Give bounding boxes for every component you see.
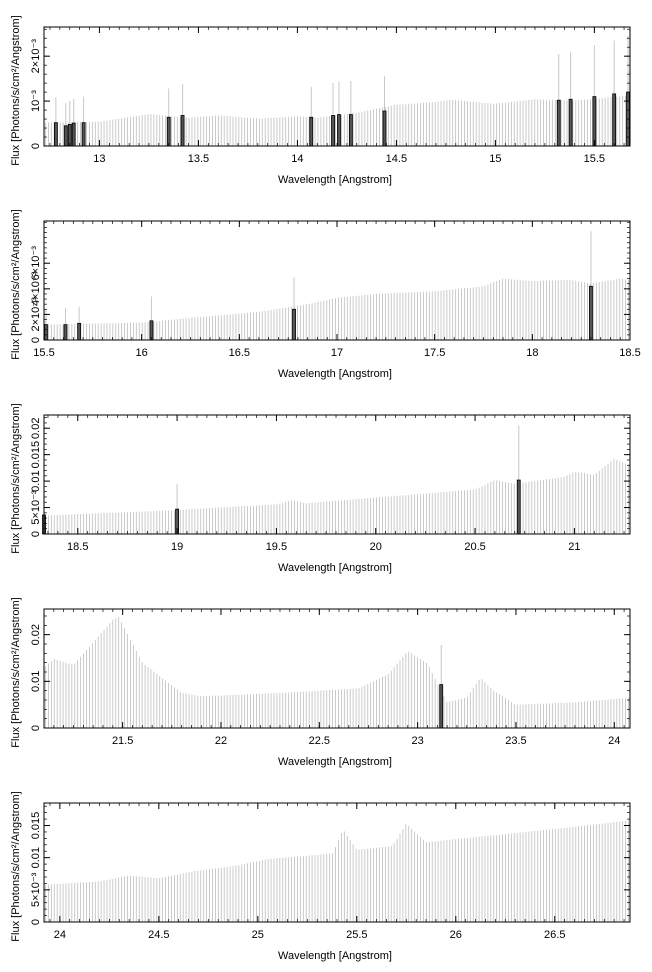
- y-tick-label: 0.015: [30, 441, 42, 469]
- y-tick-label: 6×10⁻³: [30, 246, 42, 281]
- y-axis-label: Flux [Photons/s/cm²/Angstrom]: [10, 597, 22, 747]
- y-tick-label: 10⁻³: [30, 90, 42, 112]
- y-tick-label: 0.01: [30, 470, 42, 491]
- y-tick-label: 2×10⁻³: [30, 297, 42, 332]
- emission-line-bar: [439, 684, 444, 729]
- y-tick-label: 0: [30, 531, 42, 537]
- continuum-bars: [45, 616, 629, 728]
- x-tick-label: 18.5: [619, 347, 640, 359]
- x-tick-label: 17: [331, 347, 343, 359]
- x-tick-label: 19.5: [266, 541, 287, 553]
- x-tick-label: 14: [291, 153, 303, 165]
- y-tick-label: 0: [30, 143, 42, 149]
- emission-line-bar: [348, 114, 353, 147]
- plot-frame: [43, 802, 631, 923]
- emission-line-bar: [63, 125, 68, 147]
- emission-line-bar: [63, 324, 68, 341]
- x-tick-label: 13: [93, 153, 105, 165]
- emission-line-bar: [166, 116, 171, 147]
- x-tick-label: 22: [215, 735, 227, 747]
- y-axis-label: Flux [Photons/s/cm²/Angstrom]: [10, 403, 22, 553]
- x-tick-label: 17.5: [424, 347, 445, 359]
- x-tick-label: 21.5: [112, 735, 133, 747]
- plot-frame: [43, 414, 631, 535]
- y-tick-label: 0.015: [30, 812, 42, 840]
- x-tick-label: 24.5: [148, 929, 169, 941]
- y-tick-label: 0.02: [30, 418, 42, 439]
- emission-line-bar: [382, 110, 387, 147]
- emission-line-bar: [309, 116, 314, 147]
- emission-line-bar: [516, 479, 521, 535]
- x-axis-label: Wavelength [Angstrom]: [278, 950, 392, 962]
- spectrum-panel: 15.5 16 16.5 17 17.5 18 18.5 0 2×10⁻³4×10⁻³6×10⁻…: [10, 209, 641, 380]
- x-tick-label: 14.5: [386, 153, 407, 165]
- x-tick-label: 15.5: [33, 347, 54, 359]
- spectrum-panel: 24 24.5 25 25.5 26 26.5 0 5×10⁻³ 0.01 0.015 Wavele…: [10, 791, 631, 962]
- emission-line-bar: [44, 324, 48, 341]
- y-tick-label: 0.01: [30, 671, 42, 692]
- emission-line-bar: [180, 115, 185, 147]
- x-tick-label: 23.5: [505, 735, 526, 747]
- x-tick-label: 18: [526, 347, 538, 359]
- x-tick-label: 25: [252, 929, 264, 941]
- continuum-bars: [45, 95, 629, 146]
- y-tick-label: 0: [30, 919, 42, 925]
- x-tick-label: 20.5: [464, 541, 485, 553]
- continuum-bars: [45, 820, 629, 922]
- x-axis-label: Wavelength [Angstrom]: [278, 368, 392, 380]
- spectrum-panel: 18.5 19 19.5 20 20.5 21 0 5×10⁻³0.010.015 0.02 Wa…: [10, 403, 631, 574]
- spectrum-panel: 13 13.5 14 14.5 15 15.5 0 10⁻³ 2×10⁻³ Wavelength …: [10, 15, 631, 186]
- y-axis-label: Flux [Photons/s/cm²/Angstrom]: [10, 15, 22, 165]
- emission-line-bar: [331, 115, 335, 147]
- x-axis-label: Wavelength [Angstrom]: [278, 174, 392, 186]
- y-axis-label: Flux [Photons/s/cm²/Angstrom]: [10, 791, 22, 941]
- x-tick-label: 16: [136, 347, 148, 359]
- emission-line-bar: [292, 308, 296, 341]
- emission-line-bar: [77, 322, 82, 341]
- x-tick-label: 13.5: [188, 153, 209, 165]
- x-tick-label: 16.5: [229, 347, 250, 359]
- x-tick-label: 22.5: [309, 735, 330, 747]
- continuum-bars: [45, 278, 629, 340]
- emission-line-bar: [568, 98, 573, 147]
- plot-frame: [43, 26, 631, 147]
- x-tick-label: 19: [171, 541, 183, 553]
- x-tick-label: 26.5: [544, 929, 565, 941]
- x-tick-label: 20: [370, 541, 382, 553]
- plot-frame: [43, 608, 631, 729]
- y-tick-label: 5×10⁻³: [30, 490, 42, 525]
- x-tick-label: 15.5: [584, 153, 605, 165]
- x-tick-label: 23: [411, 735, 423, 747]
- x-tick-label: 15: [489, 153, 501, 165]
- x-tick-label: 25.5: [346, 929, 367, 941]
- spectrum-panel: 21.5 22 22.5 23 23.5 24 0 0.01 0.02 Wavelength [A…: [10, 597, 631, 768]
- continuum-bars: [45, 459, 629, 534]
- x-tick-label: 21: [568, 541, 580, 553]
- emission-line-bar: [53, 122, 58, 147]
- emission-line-bar: [337, 114, 341, 147]
- y-tick-label: 2×10⁻³: [30, 39, 42, 74]
- y-tick-label: 0: [30, 725, 42, 731]
- x-axis-label: Wavelength [Angstrom]: [278, 562, 392, 574]
- emission-line-bar: [556, 99, 561, 147]
- x-axis-label: Wavelength [Angstrom]: [278, 756, 392, 768]
- emission-line-bar: [81, 122, 86, 147]
- emission-line-bar: [612, 93, 617, 147]
- y-tick-label: 0.02: [30, 624, 42, 645]
- y-tick-label: 4×10⁻³: [30, 271, 42, 306]
- emission-line-bar: [67, 124, 72, 147]
- emission-line-bar: [592, 96, 597, 147]
- y-tick-label: 5×10⁻³: [30, 872, 42, 907]
- x-tick-label: 24: [54, 929, 66, 941]
- y-tick-label: 0.01: [30, 847, 42, 868]
- x-tick-label: 18.5: [67, 541, 88, 553]
- y-tick-label: 0: [30, 337, 42, 343]
- x-tick-label: 24: [608, 735, 620, 747]
- emission-line-bar: [71, 122, 76, 147]
- x-tick-label: 26: [450, 929, 462, 941]
- y-axis-label: Flux [Photons/s/cm²/Angstrom]: [10, 209, 22, 359]
- emission-line-bar: [589, 285, 593, 341]
- plot-frame: [43, 220, 631, 341]
